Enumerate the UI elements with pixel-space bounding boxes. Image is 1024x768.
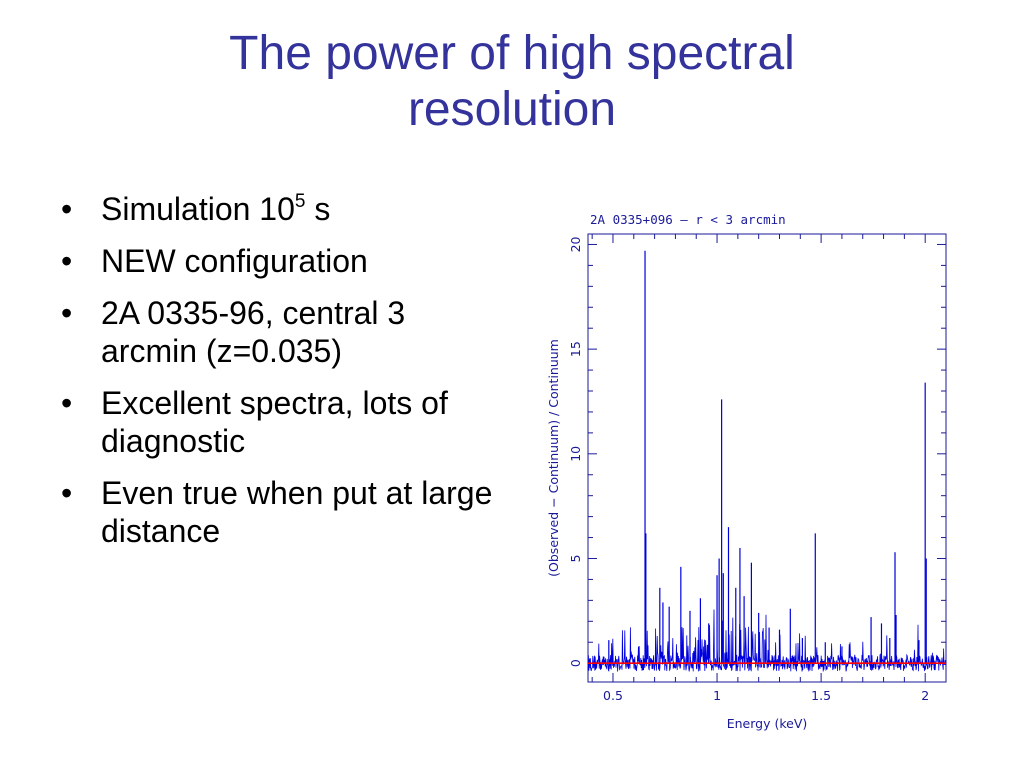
bullet-text: Even true when put at large distance [101,475,493,549]
y-tick-label: 5 [568,555,583,563]
bullet-item: • NEW configuration [56,242,506,280]
spectrum-chart: 2A 0335+096 — r < 3 arcmin 0.5 1 1.5 2 0 5 10 1… [530,200,990,740]
y-tick-label: 20 [568,236,583,252]
slide-title: The power of high spectral resolution [60,26,964,138]
spectrum-noise-line [587,609,946,672]
slide-title-line-2: resolution [407,83,617,136]
bullet-item: • Excellent spectra, lots of diagnostic [56,384,506,460]
bullet-text: 2A 0335-96, central 3 arcmin (z=0.035) [101,295,406,369]
bullet-suffix: s [305,191,331,227]
bullet-exponent: 5 [294,191,306,212]
bullet-dot-icon: • [61,385,73,421]
bullet-text: Simulation 10 [101,191,295,227]
y-axis-label: (Observed − Continuum) / Continuum [546,339,561,577]
plot-frame [587,233,947,683]
x-tick-label: 1 [713,688,721,703]
bullet-text: NEW configuration [101,243,368,279]
y-tick-label: 0 [568,659,583,667]
bullet-item: • Even true when put at large distance [56,474,506,550]
bullet-dot-icon: • [61,191,73,227]
bullet-dot-icon: • [61,475,73,511]
x-axis-label: Energy (keV) [727,716,808,731]
slide-title-line-1: The power of high spectral [229,27,795,80]
chart-title: 2A 0335+096 — r < 3 arcmin [590,212,786,227]
spectrum-noise [587,609,946,672]
bullet-dot-icon: • [61,243,73,279]
bullet-item: • Simulation 105 s [56,190,506,228]
y-tick-label: 10 [568,446,583,462]
x-tick-label: 1.5 [811,688,831,703]
x-tick-label: 2 [921,688,929,703]
bullet-text: Excellent spectra, lots of diagnostic [101,385,448,459]
y-tick-label: 15 [568,341,583,357]
bullet-dot-icon: • [61,295,73,331]
bullet-list: • Simulation 105 s • NEW configuration •… [56,190,506,564]
x-tick-label: 0.5 [603,688,623,703]
spectrum-lines [608,250,927,664]
spectrum-chart-svg: 2A 0335+096 — r < 3 arcmin 0.5 1 1.5 205101… [546,212,947,731]
bullet-item: • 2A 0335-96, central 3 arcmin (z=0.035) [56,294,506,370]
